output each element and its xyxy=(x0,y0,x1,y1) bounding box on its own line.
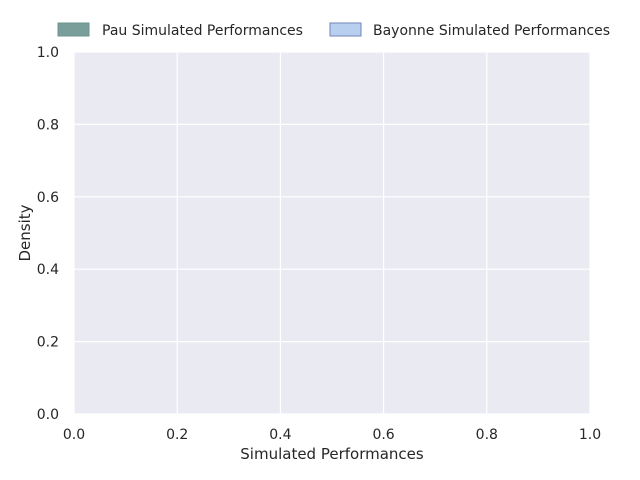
legend-swatch-pau xyxy=(57,22,90,37)
y-tick-label: 0.8 xyxy=(37,117,59,133)
x-tick-label: 0.8 xyxy=(476,427,498,443)
y-tick-label: 1.0 xyxy=(37,45,59,61)
x-tick-labels: 0.0 0.2 0.4 0.6 0.8 1.0 xyxy=(63,427,601,443)
legend-item-pau: Pau Simulated Performances xyxy=(57,22,303,39)
y-tick-label: 0.2 xyxy=(37,335,59,351)
x-tick-label: 0.0 xyxy=(63,427,85,443)
legend-label-pau: Pau Simulated Performances xyxy=(102,23,303,39)
x-tick-label: 0.6 xyxy=(372,427,394,443)
x-axis-label: Simulated Performances xyxy=(240,445,424,463)
y-tick-label: 0.0 xyxy=(37,407,59,423)
x-tick-label: 1.0 xyxy=(579,427,601,443)
legend: Pau Simulated Performances Bayonne Simul… xyxy=(57,22,610,39)
legend-swatch-bayonne xyxy=(329,22,362,37)
legend-item-bayonne: Bayonne Simulated Performances xyxy=(329,22,610,39)
x-tick-label: 0.4 xyxy=(269,427,291,443)
y-axis-label: Density xyxy=(16,204,34,261)
x-gridlines xyxy=(73,52,591,414)
y-tick-label: 0.4 xyxy=(37,262,59,278)
legend-label-bayonne: Bayonne Simulated Performances xyxy=(373,23,610,39)
plot-area xyxy=(74,52,590,414)
y-tick-labels: 0.0 0.2 0.4 0.6 0.8 1.0 xyxy=(37,45,59,423)
x-tick-label: 0.2 xyxy=(166,427,188,443)
y-tick-label: 0.6 xyxy=(37,190,59,206)
y-gridlines xyxy=(74,51,590,415)
